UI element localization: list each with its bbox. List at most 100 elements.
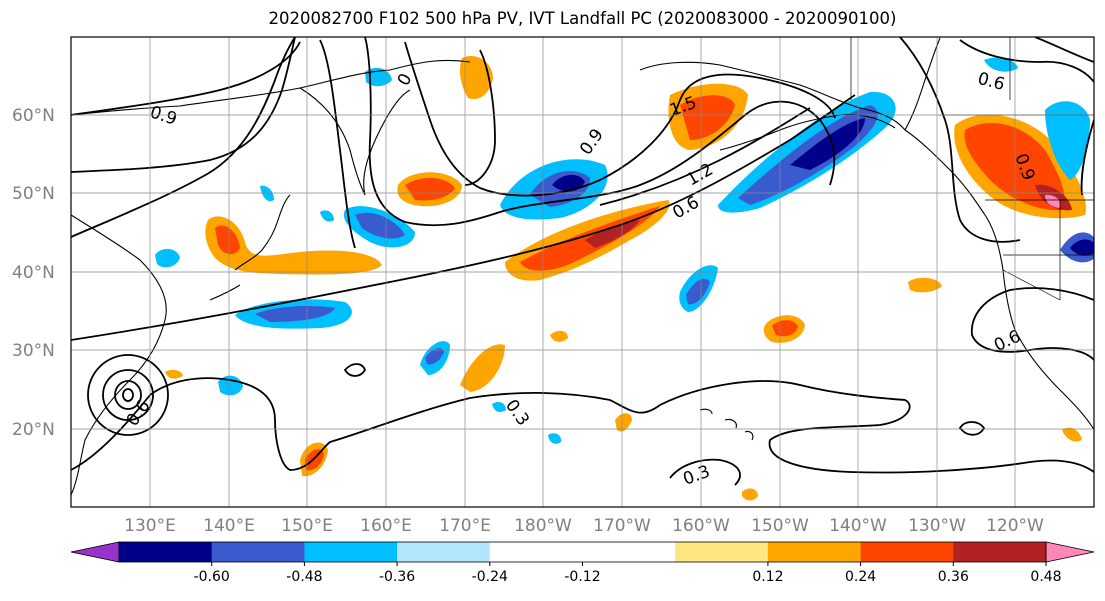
colorbar-extend-high <box>1045 541 1095 563</box>
lon-label: 160°E <box>360 516 412 536</box>
colorbar-tick-label: 0.48 <box>1030 569 1061 585</box>
anomaly-negative <box>425 348 444 365</box>
lon-label: 130°E <box>124 516 176 536</box>
coastline-japan <box>234 194 291 271</box>
contour-line <box>71 37 296 238</box>
anomaly-positive <box>1045 194 1061 208</box>
colorbar-tick-label: 0.12 <box>752 569 783 585</box>
contour-line <box>464 49 496 186</box>
contour-line <box>102 369 154 421</box>
anomaly-negative <box>790 118 865 170</box>
anomaly-positive <box>405 177 455 201</box>
colorbar-swatch <box>953 542 1047 562</box>
lat-label: 40°N <box>12 263 55 283</box>
coastline-alaska <box>639 61 906 131</box>
anomaly-negative <box>548 433 562 444</box>
coastline-hawaii <box>744 430 754 441</box>
colorbar-extend-low <box>70 541 120 563</box>
anomaly-negative <box>155 248 180 268</box>
coastline-hawaii <box>724 418 737 429</box>
colorbar-tick-label: 0.36 <box>938 569 969 585</box>
contour-label: 0.9 <box>576 125 608 159</box>
colorbar-swatch <box>489 542 583 562</box>
anomaly-negative <box>492 402 506 412</box>
contour-line <box>319 39 356 249</box>
lon-label: 180°W <box>514 516 572 536</box>
anomaly-fills <box>155 56 1094 501</box>
colorbar-tick-label: -0.24 <box>472 569 508 585</box>
longitude-labels: 130°E 140°E 150°E 160°E 170°E 180°W 170°… <box>124 516 1044 536</box>
colorbar-tick-label: -0.36 <box>379 569 415 585</box>
lon-label: 160°W <box>672 516 730 536</box>
anomaly-negative <box>1045 101 1090 180</box>
anomaly-negative <box>255 306 335 322</box>
lon-label: 170°W <box>593 516 651 536</box>
contour-label: 0.6 <box>975 69 1006 95</box>
anomaly-positive <box>1062 427 1082 442</box>
anomaly-positive <box>215 225 240 255</box>
anomaly-negative <box>355 212 405 239</box>
contour-line <box>71 377 1094 474</box>
colorbar-swatch <box>397 542 491 562</box>
contour-labels: 0.9 0.9 1.5 1.2 0.6 0.6 0.9 0.6 0.3 0.3 … <box>123 69 1039 490</box>
map-title: 2020082700 F102 500 hPa PV, IVT Landfall… <box>268 9 897 28</box>
anomaly-negative <box>320 210 334 222</box>
contour-line <box>343 363 366 377</box>
contour-line <box>87 354 169 436</box>
contour-line <box>959 39 1094 83</box>
coastline-japan <box>209 284 241 301</box>
lon-label: 150°E <box>281 516 333 536</box>
anomaly-positive <box>460 344 505 392</box>
coastline-hawaii <box>699 408 713 415</box>
anomaly-positive <box>772 320 798 337</box>
colorbar-swatch <box>675 542 769 562</box>
contour-label: 0.3 <box>501 396 533 430</box>
contour-label: 0 <box>394 70 417 89</box>
contour-line <box>364 37 836 227</box>
colorbar-tick-label: -0.48 <box>286 569 322 585</box>
anomaly-negative <box>686 278 710 305</box>
anomaly-positive <box>615 413 632 432</box>
coastlines <box>71 37 1094 496</box>
anomaly-negative <box>552 174 585 192</box>
map-area: 0.9 0.9 1.5 1.2 0.6 0.6 0.9 0.6 0.3 0.3 … <box>71 37 1094 507</box>
coastline-asia <box>71 59 471 116</box>
lon-label: 140°W <box>829 516 887 536</box>
anomaly-negative <box>984 57 1018 72</box>
contour-line <box>1034 37 1094 63</box>
map-frame <box>70 36 1095 508</box>
contour-line <box>971 287 1094 361</box>
contour-line <box>1080 119 1094 196</box>
lat-label: 50°N <box>12 184 55 204</box>
latitude-labels: 60°N 50°N 40°N 30°N 20°N <box>12 106 55 440</box>
anomaly-positive <box>742 488 758 501</box>
colorbar-tick-label: -0.60 <box>194 569 230 585</box>
contour-line <box>71 37 296 173</box>
coastline-asia <box>71 214 167 496</box>
contour-line <box>958 421 986 436</box>
colorbar: -0.60 -0.48 -0.36 -0.24 -0.12 0.12 0.24 0.36 0.4… <box>70 541 1095 585</box>
lon-label: 150°W <box>751 516 809 536</box>
contour-line <box>71 94 856 341</box>
lat-label: 60°N <box>12 106 55 126</box>
coastline-kamchatka <box>299 87 411 196</box>
lon-label: 140°E <box>203 516 255 536</box>
lat-label: 30°N <box>12 341 55 361</box>
colorbar-swatch <box>860 542 954 562</box>
lat-label: 20°N <box>12 420 55 440</box>
anomaly-positive <box>165 369 183 379</box>
contour-line <box>599 107 811 206</box>
colorbar-swatch <box>582 542 676 562</box>
anomaly-positive <box>460 56 493 100</box>
contour-line <box>122 388 134 402</box>
anomaly-positive <box>585 220 640 248</box>
lon-label: 120°W <box>986 516 1044 536</box>
coastline-alaska <box>719 114 896 151</box>
anomaly-positive <box>680 95 735 140</box>
lon-label: 130°W <box>908 516 966 536</box>
contour-line <box>404 41 836 197</box>
contour-line <box>899 37 1021 243</box>
lon-label: 170°E <box>439 516 491 536</box>
colorbar-swatch <box>304 542 398 562</box>
